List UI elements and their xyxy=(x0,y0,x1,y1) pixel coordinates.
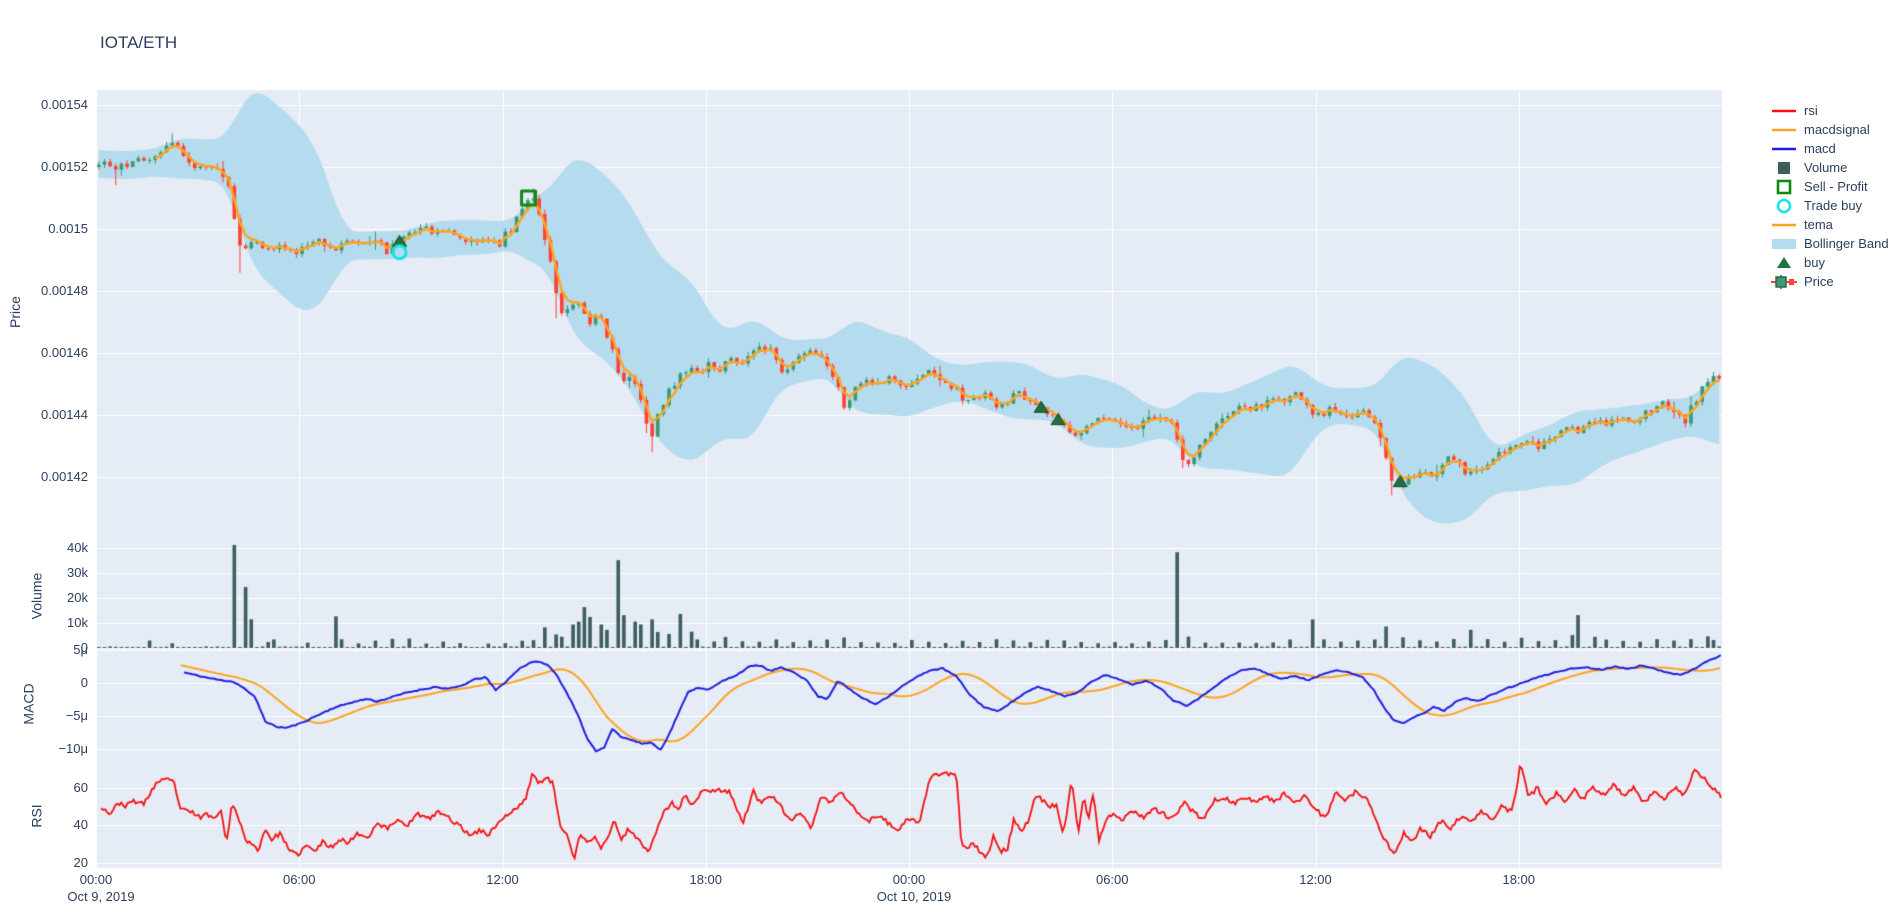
x-tick-label: 12:00 xyxy=(1299,872,1332,887)
volume-tick-label: 10k xyxy=(67,615,88,630)
legend-item-buy[interactable]: buy xyxy=(1770,253,1889,272)
price-tick-label: 0.00152 xyxy=(41,159,88,174)
legend-item-label: Sell - Profit xyxy=(1804,179,1868,194)
line-legend-icon xyxy=(1770,141,1800,157)
legend-item-macdsignal[interactable]: macdsignal xyxy=(1770,120,1889,139)
x-tick-label: 18:00 xyxy=(689,872,723,887)
volume-tick-label: 20k xyxy=(67,590,88,605)
x-date-label: Oct 10, 2019 xyxy=(876,889,952,903)
macd-tick-label: −10μ xyxy=(58,741,88,756)
rsi-tick-label: 60 xyxy=(73,779,88,795)
volume-tick-label: 30k xyxy=(67,565,88,580)
triangle-legend-icon xyxy=(1770,255,1800,271)
legend-item-label: macd xyxy=(1804,141,1836,156)
volume-tick-label: 40k xyxy=(67,540,88,555)
square-fill-legend-icon xyxy=(1770,160,1800,176)
square-open-legend-icon xyxy=(1770,179,1800,195)
legend-item-rsi[interactable]: rsi xyxy=(1770,101,1889,120)
price-tick-label: 0.00154 xyxy=(41,97,88,112)
price-tick-label: 0.00142 xyxy=(41,469,88,484)
legend-item-label: Bollinger Band xyxy=(1804,236,1889,251)
legend-item-label: macdsignal xyxy=(1804,122,1870,137)
legend-item-price[interactable]: Price xyxy=(1770,272,1889,291)
price-tick-label: 0.00148 xyxy=(41,283,88,298)
rsi-tick-label: 40 xyxy=(73,817,88,832)
legend-item-label: Trade buy xyxy=(1804,198,1863,213)
line-legend-icon xyxy=(1770,103,1800,119)
legend-item-volume[interactable]: Volume xyxy=(1770,158,1889,177)
legend-item-label: Price xyxy=(1804,274,1834,289)
x-tick-label: 12:00 xyxy=(486,872,519,887)
price-tick-label: 0.00146 xyxy=(41,345,88,360)
circle-open-legend-icon xyxy=(1770,198,1800,214)
volume-tick-label: 0 xyxy=(80,640,88,655)
line-legend-icon xyxy=(1770,217,1800,233)
legend-item-label: tema xyxy=(1804,217,1833,232)
legend-item-trade-buy[interactable]: Trade buy xyxy=(1770,196,1889,215)
legend-item-macd[interactable]: macd xyxy=(1770,139,1889,158)
price-tick-label: 0.0015 xyxy=(48,221,88,236)
x-date-label: Oct 9, 2019 xyxy=(67,889,135,903)
legend-item-label: buy xyxy=(1804,255,1825,270)
price-tick-label: 0.00144 xyxy=(41,407,88,422)
price-axis-title: Price xyxy=(6,296,23,328)
legend-item-sell-profit[interactable]: Sell - Profit xyxy=(1770,177,1889,196)
x-tick-label: 00:00 xyxy=(892,872,926,887)
x-tick-label: 18:00 xyxy=(1502,872,1536,887)
x-tick-label: 06:00 xyxy=(282,872,316,887)
legend-item-tema[interactable]: tema xyxy=(1770,215,1889,234)
legend: rsi macdsignal macd Volume Sell - Profit Trad… xyxy=(1770,101,1889,291)
macd-tick-label: 5μ xyxy=(73,642,88,657)
macd-tick-label: 0 xyxy=(80,675,88,690)
legend-item-label: rsi xyxy=(1804,103,1818,118)
macd-tick-label: −5μ xyxy=(65,708,88,723)
line-legend-icon xyxy=(1770,122,1800,138)
x-tick-label: 06:00 xyxy=(1095,872,1129,887)
legend-item-label: Volume xyxy=(1804,160,1848,175)
legend-item-bollinger-band[interactable]: Bollinger Band xyxy=(1770,234,1889,253)
rsi-tick-label: 20 xyxy=(73,854,88,870)
chart-title: IOTA/ETH xyxy=(100,33,178,52)
x-tick-label: 00:00 xyxy=(79,872,113,887)
candle-legend-icon xyxy=(1770,274,1800,290)
line-thick-legend-icon xyxy=(1770,236,1800,252)
